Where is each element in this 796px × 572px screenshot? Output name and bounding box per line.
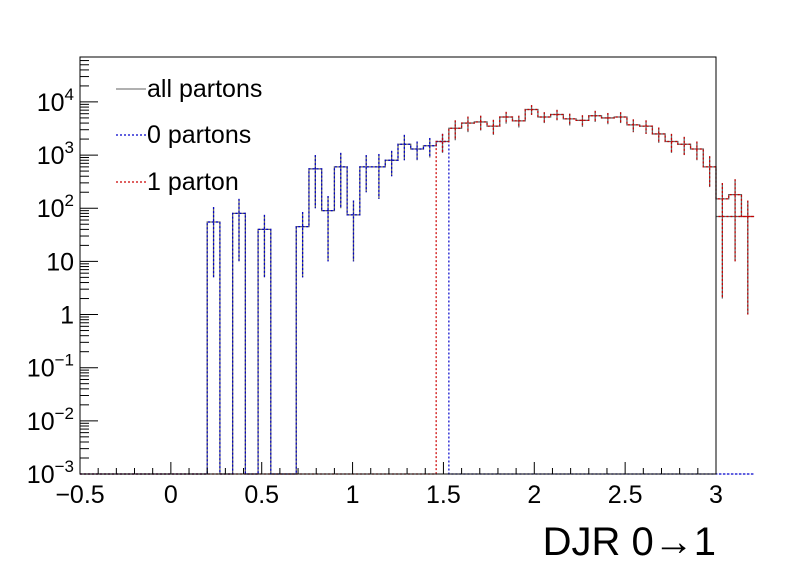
x-tick-label: 3 — [709, 481, 723, 509]
y-tick-exponent: −2 — [55, 404, 74, 423]
x-axis-title: DJR 0→1 — [543, 520, 716, 564]
y-tick-base: 10 — [37, 195, 65, 223]
y-tick-exponent: 3 — [65, 138, 74, 157]
y-tick-exponent: −3 — [55, 457, 74, 476]
y-tick-exponent: 2 — [65, 191, 74, 210]
y-tick-base: 10 — [37, 89, 65, 117]
y-tick-label: 10−1 — [27, 351, 74, 383]
y-tick-label: 103 — [37, 138, 74, 170]
histogram-1-parton — [80, 108, 755, 475]
x-tick-label: 2 — [527, 481, 541, 509]
y-tick-label: 104 — [37, 85, 74, 117]
y-tick-exponent: 4 — [65, 85, 74, 104]
legend-label: 1 parton — [147, 168, 239, 196]
y-tick-base: 10 — [27, 461, 55, 489]
y-tick-label: 102 — [37, 191, 74, 223]
x-tick-label: 1.5 — [426, 481, 461, 509]
x-tick-label: 1 — [346, 481, 360, 509]
y-tick-exponent: −1 — [55, 351, 74, 370]
x-tick-label: 0.5 — [244, 481, 279, 509]
tick-labels: −0.5 0 0.5 1 1.5 2 2.5 310−310−210−111010210310… — [27, 85, 723, 509]
y-tick-base: 10 — [46, 248, 74, 276]
legend: all partons 0 partons 1 parton — [116, 75, 262, 196]
plot-frame — [79, 56, 717, 475]
legend-label: 0 partons — [147, 121, 251, 149]
y-tick-label: 1 — [60, 302, 74, 330]
legend-label: all partons — [147, 75, 262, 103]
y-tick-base: 10 — [27, 355, 55, 383]
y-tick-label: 10−3 — [27, 457, 74, 489]
y-tick-base: 10 — [27, 408, 55, 436]
x-tick-label: 2.5 — [608, 481, 643, 509]
y-tick-base: 1 — [60, 302, 74, 330]
histogram-layer — [80, 105, 755, 475]
x-tick-label: 0 — [164, 481, 178, 509]
y-tick-label: 10 — [46, 248, 74, 276]
x-tick-label: −0.5 — [55, 481, 104, 509]
y-tick-label: 10−2 — [27, 404, 74, 436]
y-tick-base: 10 — [37, 142, 65, 170]
axes-layer — [79, 56, 717, 475]
